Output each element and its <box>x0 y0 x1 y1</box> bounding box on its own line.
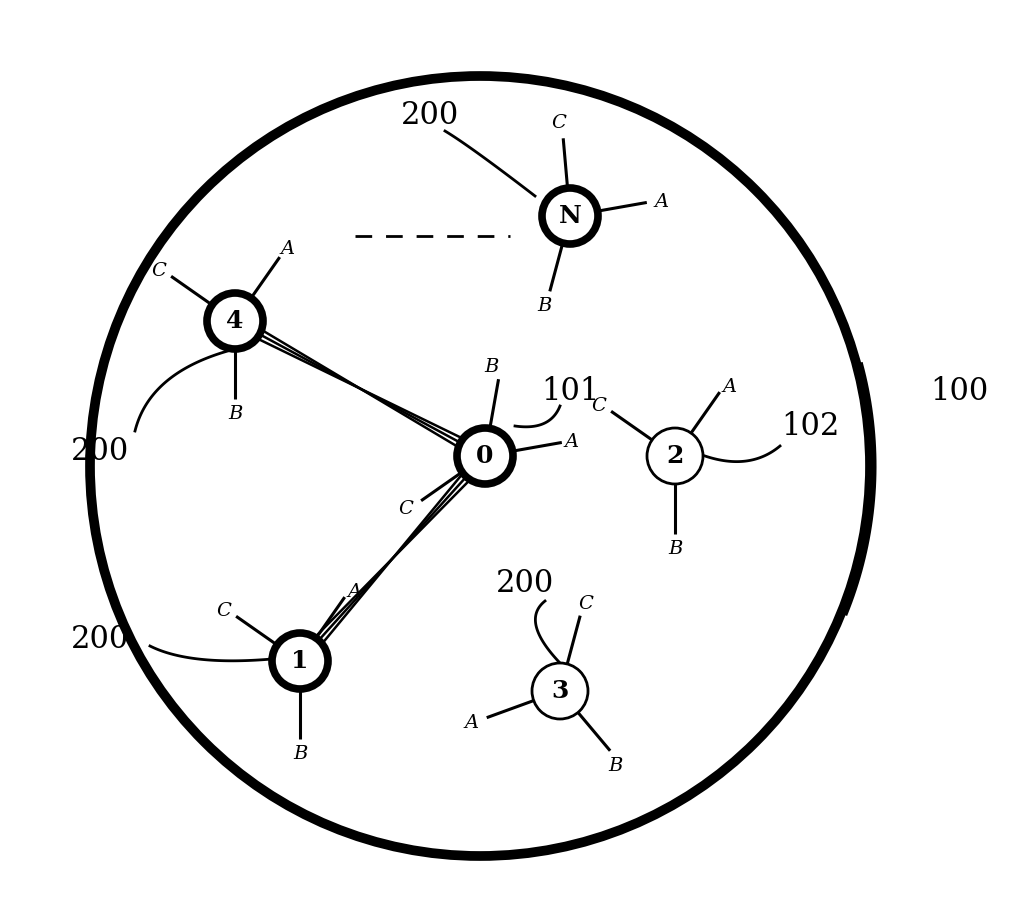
Text: 0: 0 <box>476 444 494 468</box>
Circle shape <box>647 428 703 484</box>
Circle shape <box>207 293 263 349</box>
Text: A: A <box>655 193 669 212</box>
Text: C: C <box>398 500 414 518</box>
Text: 200: 200 <box>401 100 460 132</box>
Text: B: B <box>228 405 242 423</box>
Text: C: C <box>592 397 607 415</box>
Text: 102: 102 <box>780 411 839 441</box>
Text: A: A <box>465 714 479 731</box>
Text: 200: 200 <box>496 567 554 599</box>
Text: 100: 100 <box>930 376 988 406</box>
Text: C: C <box>152 262 167 280</box>
Text: A: A <box>280 240 295 258</box>
Circle shape <box>272 633 328 689</box>
Text: C: C <box>551 114 566 133</box>
Text: 4: 4 <box>227 309 243 333</box>
Circle shape <box>457 428 513 484</box>
Text: C: C <box>578 595 593 612</box>
Text: 3: 3 <box>552 679 568 703</box>
Text: 101: 101 <box>541 376 599 406</box>
Text: B: B <box>537 297 552 315</box>
Text: A: A <box>348 583 362 601</box>
Text: A: A <box>722 379 737 396</box>
Text: 2: 2 <box>667 444 684 468</box>
Text: A: A <box>565 434 579 451</box>
Text: N: N <box>559 204 582 228</box>
Text: 200: 200 <box>70 436 129 467</box>
Text: B: B <box>608 757 622 775</box>
Circle shape <box>532 663 588 719</box>
Text: C: C <box>216 602 232 620</box>
Text: B: B <box>484 358 499 376</box>
Text: 200: 200 <box>70 624 129 655</box>
Circle shape <box>542 188 598 244</box>
Text: 1: 1 <box>291 649 308 673</box>
Text: B: B <box>293 745 307 763</box>
Text: B: B <box>668 540 682 558</box>
